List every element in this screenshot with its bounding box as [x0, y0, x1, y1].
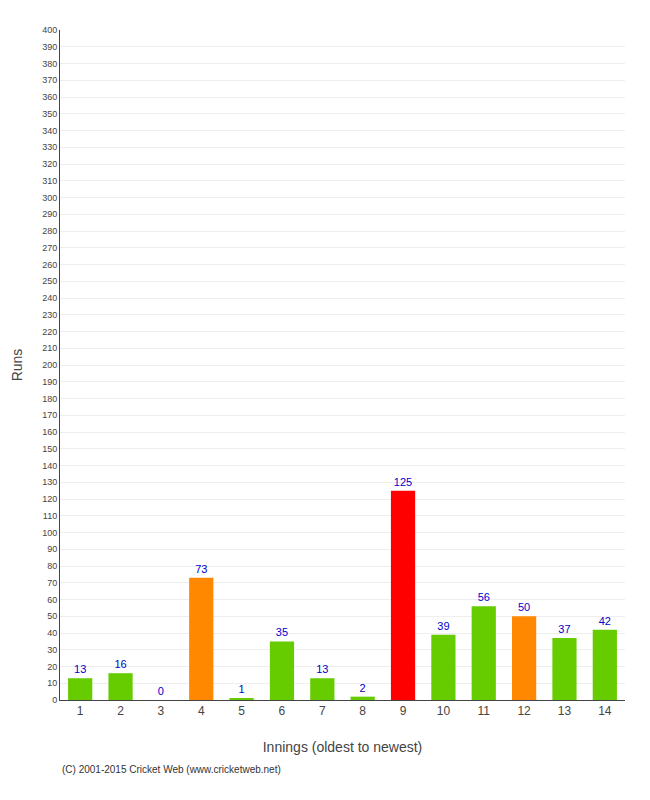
svg-text:7: 7 — [319, 704, 326, 718]
svg-text:220: 220 — [42, 327, 57, 337]
svg-text:260: 260 — [42, 260, 57, 270]
svg-text:270: 270 — [42, 243, 57, 253]
svg-text:125: 125 — [394, 476, 412, 488]
svg-text:120: 120 — [42, 494, 57, 504]
svg-text:250: 250 — [42, 276, 57, 286]
svg-text:10: 10 — [47, 678, 57, 688]
svg-text:40: 40 — [47, 628, 57, 638]
svg-text:50: 50 — [47, 611, 57, 621]
svg-text:37: 37 — [558, 623, 570, 635]
svg-text:340: 340 — [42, 126, 57, 136]
svg-text:56: 56 — [478, 591, 490, 603]
svg-text:2: 2 — [117, 704, 124, 718]
svg-text:350: 350 — [42, 109, 57, 119]
svg-text:35: 35 — [276, 626, 288, 638]
svg-text:1: 1 — [239, 683, 245, 695]
svg-text:16: 16 — [114, 658, 126, 670]
svg-text:390: 390 — [42, 42, 57, 52]
svg-text:Runs: Runs — [9, 349, 25, 382]
svg-text:13: 13 — [558, 704, 572, 718]
svg-text:12: 12 — [517, 704, 531, 718]
svg-text:70: 70 — [47, 578, 57, 588]
svg-text:130: 130 — [42, 477, 57, 487]
svg-text:320: 320 — [42, 159, 57, 169]
svg-text:80: 80 — [47, 561, 57, 571]
svg-text:190: 190 — [42, 377, 57, 387]
svg-text:6: 6 — [279, 704, 286, 718]
svg-text:13: 13 — [316, 663, 328, 675]
svg-text:42: 42 — [599, 615, 611, 627]
svg-text:290: 290 — [42, 209, 57, 219]
svg-text:90: 90 — [47, 544, 57, 554]
svg-text:1: 1 — [77, 704, 84, 718]
svg-text:30: 30 — [47, 645, 57, 655]
svg-text:370: 370 — [42, 75, 57, 85]
svg-text:360: 360 — [42, 92, 57, 102]
svg-text:10: 10 — [437, 704, 451, 718]
svg-text:110: 110 — [43, 511, 57, 521]
svg-text:210: 210 — [42, 343, 57, 353]
svg-text:280: 280 — [42, 226, 57, 236]
svg-text:60: 60 — [47, 595, 57, 605]
svg-text:11: 11 — [478, 704, 491, 718]
svg-text:Innings (oldest to newest): Innings (oldest to newest) — [263, 739, 423, 755]
svg-text:0: 0 — [52, 695, 57, 705]
svg-text:14: 14 — [598, 704, 612, 718]
svg-text:3: 3 — [158, 704, 165, 718]
svg-text:50: 50 — [518, 601, 530, 613]
svg-text:230: 230 — [42, 310, 57, 320]
svg-text:8: 8 — [359, 704, 366, 718]
svg-text:330: 330 — [42, 142, 57, 152]
svg-text:73: 73 — [195, 563, 207, 575]
svg-text:150: 150 — [42, 444, 57, 454]
svg-text:180: 180 — [42, 394, 57, 404]
svg-text:20: 20 — [47, 662, 57, 672]
svg-text:310: 310 — [42, 176, 57, 186]
svg-text:5: 5 — [238, 704, 245, 718]
svg-text:170: 170 — [42, 410, 57, 420]
svg-text:140: 140 — [42, 461, 57, 471]
svg-text:2: 2 — [360, 682, 366, 694]
svg-text:9: 9 — [400, 704, 407, 718]
svg-text:300: 300 — [42, 193, 57, 203]
svg-text:4: 4 — [198, 704, 205, 718]
svg-text:200: 200 — [42, 360, 57, 370]
svg-text:0: 0 — [158, 685, 164, 697]
svg-text:13: 13 — [74, 663, 86, 675]
svg-text:160: 160 — [42, 427, 57, 437]
svg-text:380: 380 — [42, 59, 57, 69]
svg-text:100: 100 — [42, 528, 57, 538]
svg-text:(C) 2001-2015 Cricket Web (www: (C) 2001-2015 Cricket Web (www.cricketwe… — [62, 764, 281, 775]
svg-text:400: 400 — [42, 25, 57, 35]
svg-text:240: 240 — [42, 293, 57, 303]
svg-text:39: 39 — [437, 620, 449, 632]
